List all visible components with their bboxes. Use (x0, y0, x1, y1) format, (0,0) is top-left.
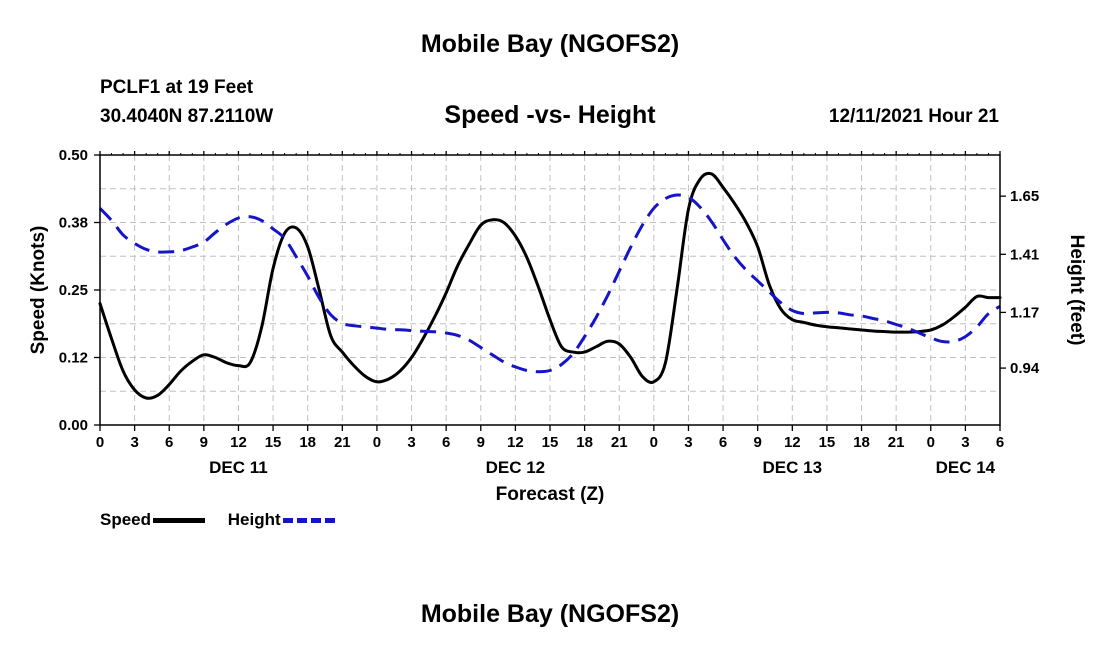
x-tick-label: 6 (165, 434, 173, 451)
legend: Speed Height (100, 510, 353, 530)
x-tick-label: 12 (784, 434, 801, 451)
x-tick-label: 6 (996, 434, 1004, 451)
x-tick-label: 0 (927, 434, 935, 451)
chart-subtitle: Speed -vs- Height (444, 101, 656, 129)
y2-axis-label: Height (feet) (1066, 235, 1087, 346)
x-tick-label: 18 (853, 434, 870, 451)
day-label: DEC 11 (209, 458, 268, 477)
y-tick-label: 0.00 (59, 417, 88, 434)
y-tick-label: 0.50 (59, 147, 88, 164)
x-tick-label: 15 (265, 434, 282, 451)
x-tick-label: 6 (442, 434, 450, 451)
y2-tick-label: 0.94 (1010, 360, 1040, 377)
x-tick-label: 0 (96, 434, 104, 451)
y-axis-label: Speed (Knots) (28, 226, 49, 355)
x-tick-label: 21 (888, 434, 905, 451)
series-line-height (98, 193, 1001, 374)
x-tick-label: 21 (611, 434, 628, 451)
x-tick-label: 3 (407, 434, 415, 451)
x-tick-label: 6 (719, 434, 727, 451)
x-tick-label: 18 (299, 434, 316, 451)
x-tick-label: 12 (507, 434, 524, 451)
x-tick-label: 0 (650, 434, 658, 451)
x-tick-label: 15 (819, 434, 836, 451)
chart-title: Mobile Bay (NGOFS2) (420, 30, 680, 58)
legend-item-speed: Speed (100, 510, 206, 530)
legend-item-height: Height (228, 510, 335, 530)
x-tick-label: 9 (200, 434, 208, 451)
grid (100, 155, 1000, 425)
series-layer (98, 171, 1002, 400)
x-tick-label: 18 (576, 434, 593, 451)
station-coordinates: 30.4040N 87.2110W (100, 106, 274, 127)
y2-tick-label: 1.41 (1010, 246, 1039, 263)
x-tick-label: 21 (334, 434, 351, 451)
axes: 0 3 6 9 12 15 18 21 0 3 6 9 12 15 18 21 0 3 6 9 12 15 18 21 0 3 6D… (59, 147, 1040, 477)
x-tick-label: 3 (961, 434, 969, 451)
y2-tick-label: 1.17 (1010, 304, 1039, 321)
x-tick-label: 3 (684, 434, 692, 451)
legend-label-speed: Speed (100, 510, 152, 529)
day-label: DEC 13 (763, 458, 823, 477)
x-tick-label: 9 (754, 434, 762, 451)
x-tick-label: 12 (230, 434, 247, 451)
legend-swatch-height (282, 517, 335, 523)
station-label: PCLF1 at 19 Feet (100, 77, 254, 98)
x-tick-label: 3 (130, 434, 138, 451)
footer-title: Mobile Bay (NGOFS2) (420, 600, 680, 628)
x-tick-label: 15 (542, 434, 559, 451)
legend-swatch-speed (153, 517, 206, 523)
series-line-speed (98, 171, 1002, 400)
x-tick-label: 9 (477, 434, 485, 451)
legend-label-height: Height (227, 510, 281, 529)
day-label: DEC 12 (486, 458, 546, 477)
y-tick-label: 0.38 (59, 215, 88, 232)
x-tick-label: 0 (373, 434, 381, 451)
forecast-datetime: 12/11/2021 Hour 21 (828, 106, 999, 127)
day-label: DEC 14 (936, 458, 996, 477)
y-tick-label: 0.12 (59, 350, 88, 367)
x-axis-label: Forecast (Z) (496, 484, 605, 505)
y2-tick-label: 1.65 (1010, 188, 1039, 205)
y-tick-label: 0.25 (59, 282, 88, 299)
